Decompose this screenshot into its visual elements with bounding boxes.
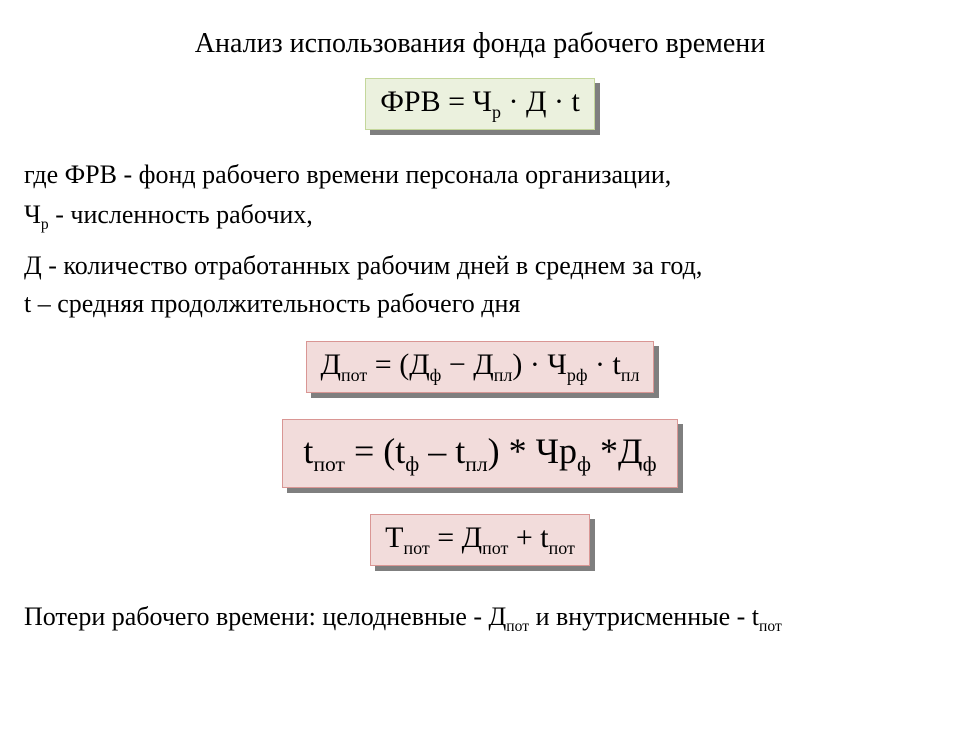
- f3: = (t: [345, 431, 405, 471]
- f4: Т: [385, 521, 403, 554]
- page-title: Анализ использования фонда рабочего врем…: [0, 28, 960, 60]
- bottom-sub: пот: [506, 618, 529, 635]
- f3: *Д: [591, 431, 643, 471]
- def-text: - численность рабочих,: [49, 200, 313, 229]
- f2s: пл: [494, 365, 513, 385]
- formula-dpot: Дпот = (Дф − Дпл) · Чрф · tпл: [306, 341, 655, 393]
- f2: − Д: [441, 348, 493, 381]
- formula-frv: ФРВ = Чр · Д · t: [365, 78, 595, 130]
- definition-frv: где ФРВ - фонд рабочего времени персонал…: [24, 158, 936, 192]
- f2s: пл: [621, 365, 640, 385]
- bottom-sub: пот: [759, 618, 782, 635]
- f3: ) * Чр: [488, 431, 577, 471]
- f2: ) · Ч: [512, 348, 566, 381]
- formula-total-pot: Тпот = Дпот + tпот: [370, 514, 590, 566]
- f3: t: [303, 431, 313, 471]
- f3: – t: [419, 431, 465, 471]
- f3s: ф: [577, 452, 591, 476]
- bottom-text: и внутрисменные - t: [529, 602, 759, 631]
- formula-sub: р: [492, 102, 501, 122]
- f2: · t: [588, 348, 621, 381]
- f2s: ф: [430, 365, 442, 385]
- def-sub: р: [41, 216, 49, 233]
- definition-chr: Чр - численность рабочих,: [24, 198, 936, 235]
- f3s: пл: [465, 452, 487, 476]
- f2s: рф: [567, 365, 588, 385]
- f4s: пот: [403, 538, 429, 558]
- f2: Д: [321, 348, 341, 381]
- f2: = (Д: [367, 348, 429, 381]
- definition-d: Д - количество отработанных рабочим дней…: [24, 249, 936, 283]
- f3s: ф: [643, 452, 657, 476]
- formula-text: ФРВ = Ч: [380, 85, 492, 118]
- formula-tpot: tпот = (tф – tпл) * Чрф *Дф: [282, 419, 677, 488]
- bottom-text: Потери рабочего времени: целодневные - Д: [24, 602, 506, 631]
- f2s: пот: [341, 365, 367, 385]
- f4: + t: [508, 521, 548, 554]
- definition-t: t – средняя продолжительность рабочего д…: [24, 287, 936, 321]
- formula-text: · Д · t: [501, 85, 580, 118]
- bottom-note: Потери рабочего времени: целодневные - Д…: [24, 600, 936, 637]
- f4s: пот: [482, 538, 508, 558]
- f4s: пот: [549, 538, 575, 558]
- def-text: Ч: [24, 200, 41, 229]
- f4: = Д: [430, 521, 482, 554]
- f3s: ф: [405, 452, 419, 476]
- f3s: пот: [313, 452, 345, 476]
